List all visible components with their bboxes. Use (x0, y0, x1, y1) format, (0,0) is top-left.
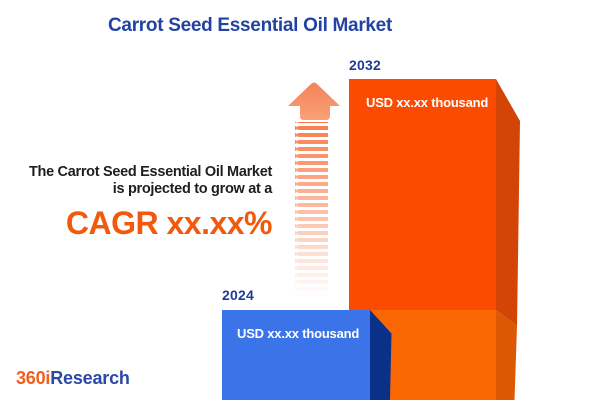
description-line-1: The Carrot Seed Essential Oil Market (28, 164, 272, 180)
bar-2024-side (370, 310, 392, 400)
bar-2024-value-label: USD xx.xx thousand (237, 326, 360, 341)
bar-2032-year-label: 2032 (349, 57, 381, 73)
logo-suffix: Research (50, 368, 130, 388)
bar-2024-front (222, 310, 370, 400)
cagr-highlight: CAGR xx.xx% (65, 205, 273, 241)
description-line-2: is projected to grow at a (112, 181, 273, 197)
description-block: The Carrot Seed Essential Oil Market is … (0, 164, 273, 242)
page-title: Carrot Seed Essential Oil Market (108, 15, 392, 36)
company-logo: 360iResearch (16, 368, 130, 389)
bar-2032-side-upper (496, 79, 520, 326)
growth-arrow-icon (288, 82, 340, 120)
bar-2032-front-upper (349, 79, 496, 310)
logo-prefix: 360i (16, 368, 51, 388)
bar-2024-year-label: 2024 (222, 287, 254, 303)
bar-2032-side-lower (496, 310, 517, 400)
bar-2032-value-label: USD xx.xx thousand (366, 95, 489, 110)
growth-arrow-stripes (295, 122, 328, 297)
